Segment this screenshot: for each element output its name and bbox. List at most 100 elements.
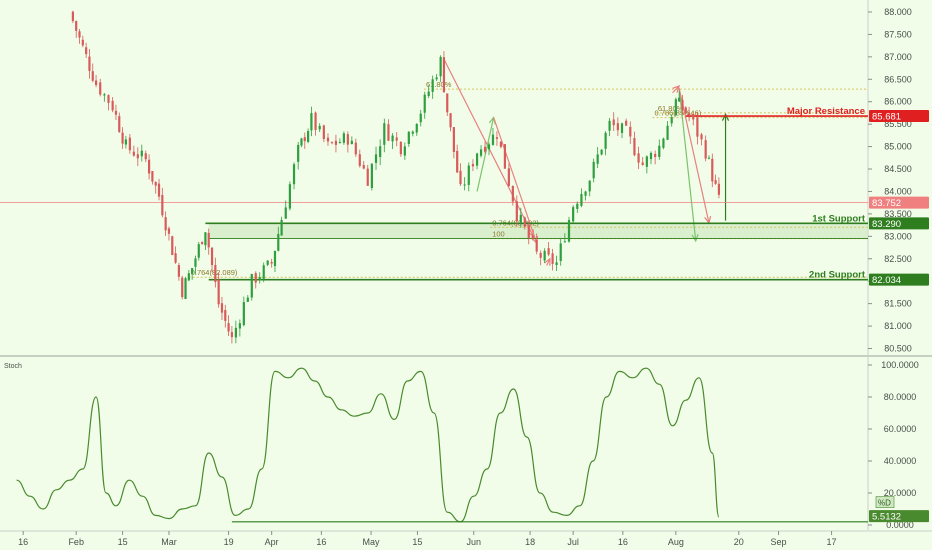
candle-body (403, 146, 406, 156)
candle-body (463, 184, 466, 186)
x-tick-label: 16 (316, 537, 326, 547)
stoch-value-label: 5.5132 (872, 512, 901, 523)
stoch-series-badge (875, 496, 895, 508)
arrow-head (544, 257, 551, 266)
candle-body (604, 132, 607, 149)
candle-body (523, 217, 526, 227)
candle-body (94, 80, 98, 86)
candle-body (184, 278, 187, 299)
candle-body (288, 184, 291, 209)
stoch-title: Stoch (4, 363, 22, 370)
candle-body (91, 71, 94, 81)
stoch-panel: Stoch (4, 363, 868, 523)
candle-body (167, 228, 171, 234)
candle-body (511, 186, 514, 202)
candle-body (191, 268, 194, 274)
candle-body (171, 236, 174, 255)
candle-body (128, 137, 131, 151)
candle-body (696, 117, 699, 137)
candle-body (383, 123, 386, 145)
candle-body (435, 77, 438, 80)
candle-body (273, 250, 277, 267)
candle-body (374, 154, 378, 163)
candle-body (227, 323, 230, 332)
candle-body (641, 162, 644, 165)
price-tick-label: 87.500 (884, 29, 912, 39)
candle-body (103, 94, 106, 96)
candle-body (483, 146, 487, 152)
price-tick-label: 83.000 (884, 231, 912, 241)
candle-body (580, 193, 583, 206)
candle-body (662, 138, 665, 148)
candle-body (118, 116, 121, 133)
price-candles (71, 10, 721, 344)
candle-body (121, 132, 124, 144)
candle-body (300, 138, 303, 146)
price-tick-label: 84.500 (884, 164, 912, 174)
candle-body (174, 253, 177, 263)
candle-body (136, 154, 139, 159)
candle-body (427, 91, 430, 97)
stoch-tick-label: 100.0000 (881, 360, 919, 370)
candle-body (358, 154, 361, 166)
arrow-head (721, 112, 730, 121)
price-tick-label: 86.500 (884, 74, 912, 84)
candle-body (147, 159, 151, 174)
price-badge (869, 217, 929, 230)
candle-body (452, 127, 455, 152)
candle-body (515, 201, 518, 222)
candle-body (625, 120, 628, 126)
candle-body (132, 151, 135, 156)
candle-body (204, 232, 207, 246)
candle-body (187, 273, 190, 281)
candle-body (411, 131, 414, 134)
candle-body (140, 150, 143, 157)
candle-body (572, 207, 575, 222)
candle-body (350, 140, 353, 145)
x-tick-label: Sep (771, 537, 787, 547)
stoch-line (16, 367, 720, 523)
candle-body (539, 252, 542, 258)
candle-body (674, 99, 677, 116)
price-y-axis: 80.50081.00081.50082.00082.50083.00083.5… (868, 7, 929, 354)
candle-body (499, 141, 503, 147)
candle-body (692, 113, 695, 120)
candle-body (99, 82, 102, 95)
candle-body (678, 97, 681, 102)
candle-body (78, 31, 81, 38)
candle-body (551, 253, 554, 264)
candle-body (144, 153, 147, 160)
candle-body (262, 265, 265, 279)
candle-body (658, 145, 661, 157)
candle-body (415, 123, 418, 133)
x-tick-label: 16 (18, 537, 28, 547)
candle-body (161, 195, 164, 216)
candle-body (318, 125, 321, 130)
candle-body (326, 137, 330, 142)
price-tick-label: 87.000 (884, 52, 912, 62)
candle-body (467, 165, 470, 185)
price-tick-label: 83.500 (884, 209, 912, 219)
candle-body (342, 133, 345, 143)
candle-body (151, 171, 154, 182)
candle-body (584, 191, 587, 196)
candle-body (620, 123, 624, 133)
candle-body (714, 180, 717, 184)
candle-body (535, 239, 538, 252)
x-tick-label: Jun (466, 537, 481, 547)
candle-body (645, 156, 648, 167)
price-badge (869, 110, 929, 123)
x-tick-label: 20 (734, 537, 744, 547)
candle-body (423, 94, 426, 113)
candle-body (75, 21, 78, 31)
x-tick-label: Aug (668, 537, 684, 547)
candle-body (439, 56, 442, 77)
candle-body (519, 214, 522, 223)
candle-body (210, 247, 214, 266)
candle-body (164, 217, 167, 231)
candle-body (503, 144, 506, 169)
candle-body (292, 164, 296, 185)
stoch-value-badge (869, 510, 929, 523)
candle-body (310, 113, 313, 131)
